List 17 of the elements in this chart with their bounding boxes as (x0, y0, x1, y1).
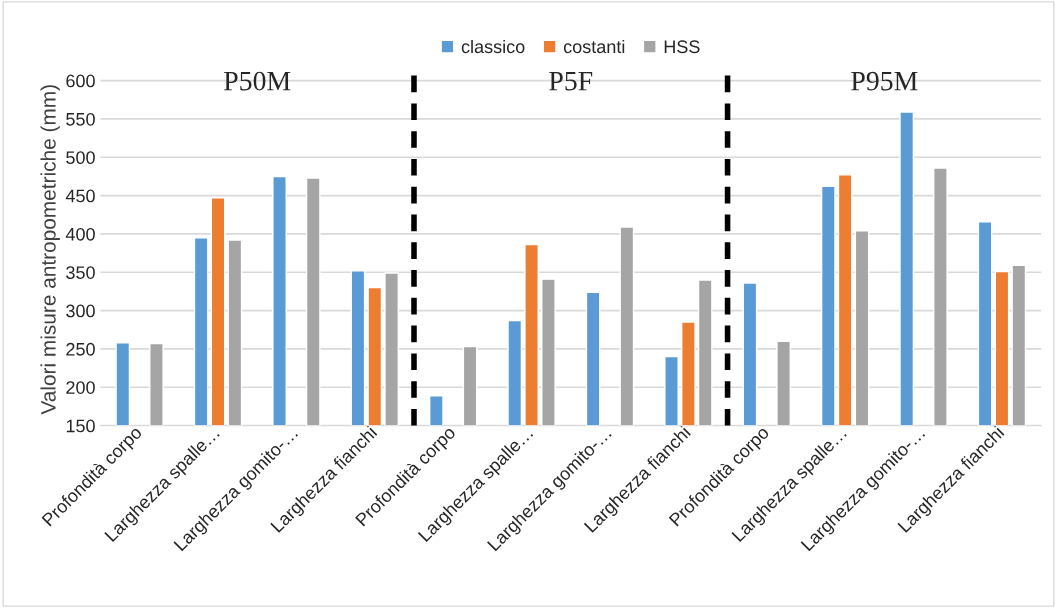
annotation: P95M (851, 71, 918, 91)
y-tick-label: 300 (66, 304, 95, 318)
y-tick-label: 550 (66, 112, 95, 126)
y-tick-label: 250 (66, 342, 95, 356)
y-tick-label: 450 (65, 189, 95, 203)
legend-label: HSS (664, 40, 700, 54)
y-tick-label: 350 (66, 266, 95, 279)
y-tick-label: 600 (66, 74, 95, 88)
y-tick-label: 400 (65, 227, 95, 241)
y-axis-title: Valori misure antropometriche (mm) (40, 85, 60, 415)
legend-label: costanti (563, 39, 625, 54)
y-tick-label: 200 (66, 381, 95, 394)
annotation: P50M (224, 71, 291, 91)
annotation: P5F (549, 72, 593, 91)
y-tick-label: 150 (66, 419, 95, 433)
legend-label: classico (461, 39, 525, 54)
y-tick-label: 500 (66, 151, 95, 165)
